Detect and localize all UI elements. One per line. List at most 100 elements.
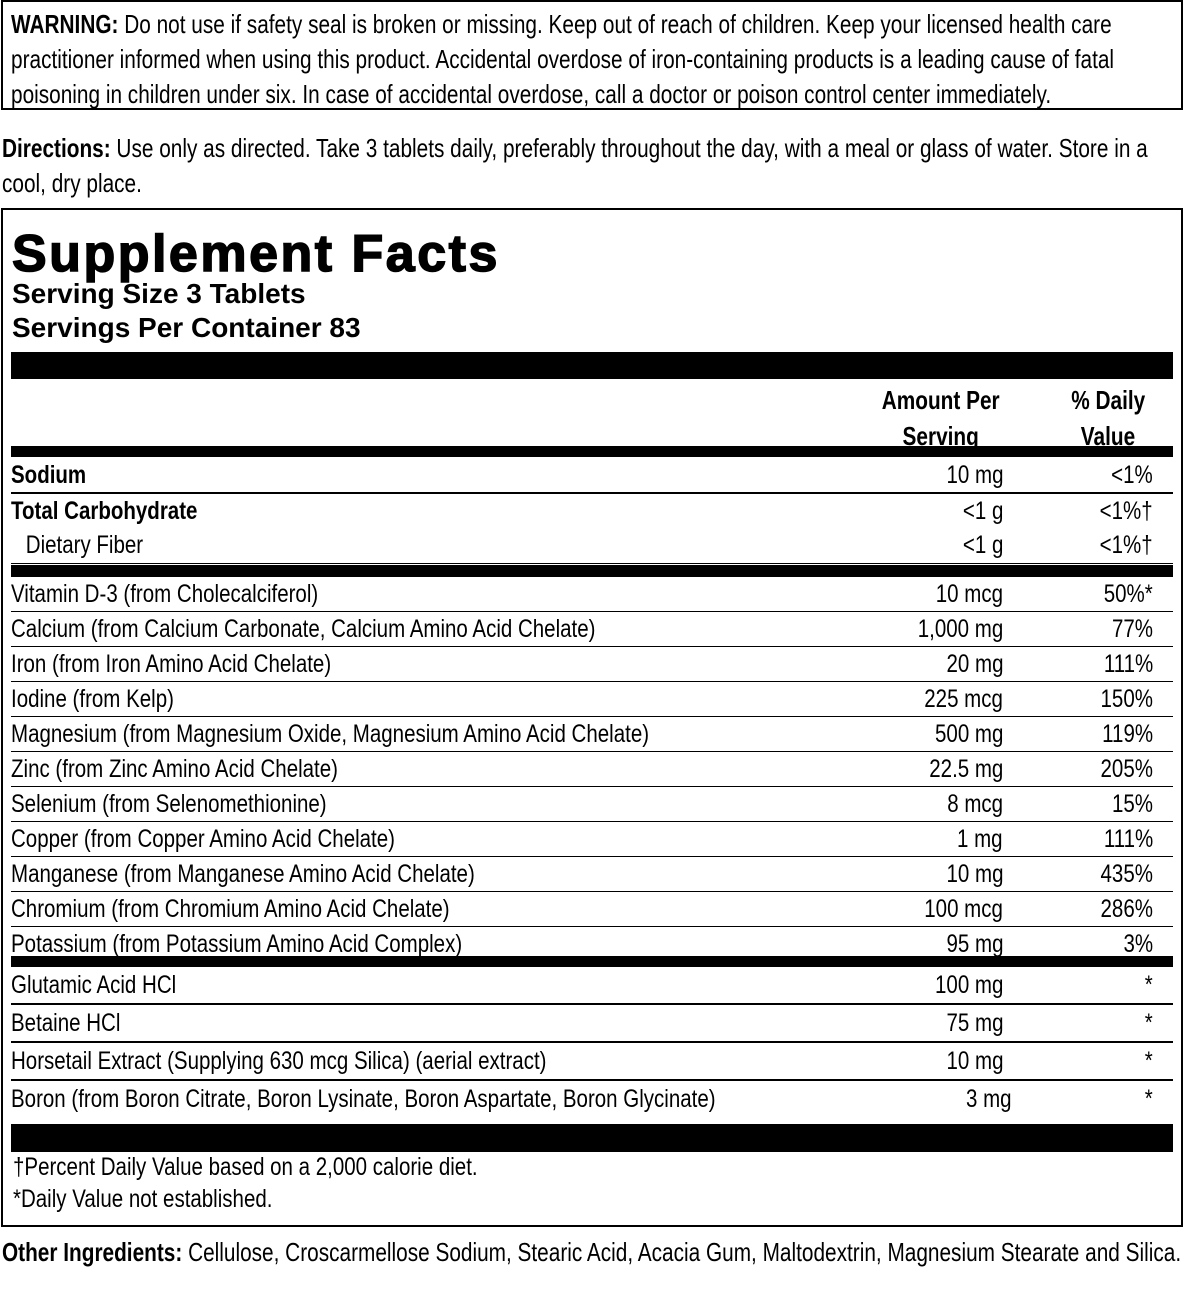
nutrient-amount: 100 mg — [934, 970, 1003, 999]
divider-line — [11, 1003, 1173, 1005]
nutrient-row: Sodium 10 mg <1% — [11, 459, 1173, 492]
nutrient-row: Vitamin D-3 (from Cholecalciferol) 10 mcg… — [11, 577, 1173, 611]
nutrient-name: Zinc (from Zinc Amino Acid Chelate) — [11, 754, 338, 783]
nutrient-row: Betaine HCl 75 mg * — [11, 1005, 1173, 1041]
header-daily-value: % Daily Value — [1071, 385, 1145, 451]
nutrient-row: Potassium (from Potassium Amino Acid Com… — [11, 927, 1173, 961]
nutrient-amount: 10 mg — [946, 461, 1003, 489]
nutrient-amount: 3 mg — [966, 1084, 1012, 1113]
nutrient-daily-value: 111% — [1103, 649, 1153, 678]
nutrient-amount: 20 mg — [946, 649, 1003, 678]
nutrient-name: Manganese (from Manganese Amino Acid Che… — [11, 859, 475, 888]
header-amount: Amount Per Serving — [882, 385, 1000, 451]
nutrient-row: Zinc (from Zinc Amino Acid Chelate) 22.5 … — [11, 752, 1173, 786]
footnote-percent: †Percent Daily Value based on a 2,000 ca… — [13, 1153, 478, 1181]
divider-line — [11, 716, 1173, 717]
divider-bar — [11, 446, 1173, 457]
nutrient-name: Total Carbohydrate — [11, 496, 198, 525]
divider-line — [11, 492, 1173, 494]
nutrient-daily-value: <1% — [1111, 461, 1153, 489]
divider-line — [11, 563, 1173, 564]
nutrient-row: Copper (from Copper Amino Acid Chelate) 1… — [11, 822, 1173, 856]
other-ingredients-text: Other Ingredients: Cellulose, Croscarmel… — [2, 1237, 1182, 1267]
nutrient-daily-value: * — [1145, 1046, 1153, 1075]
divider-bar — [11, 352, 1173, 379]
directions-text: Directions: Use only as directed. Take 3… — [2, 133, 1148, 198]
footnote-not-established: *Daily Value not established. — [13, 1185, 273, 1213]
nutrient-row: Magnesium (from Magnesium Oxide, Magnesi… — [11, 717, 1173, 751]
nutrient-name: Betaine HCl — [11, 1008, 121, 1037]
nutrient-amount: 1,000 mg — [917, 614, 1003, 643]
divider-line — [11, 1079, 1173, 1081]
divider-line — [11, 751, 1173, 752]
nutrient-amount: 10 mg — [946, 1046, 1003, 1075]
nutrient-daily-value: 50%* — [1103, 579, 1153, 608]
nutrient-name: Iron (from Iron Amino Acid Chelate) — [11, 649, 332, 678]
divider-bar — [11, 565, 1173, 577]
divider-line — [11, 1041, 1173, 1043]
nutrient-name: Chromium (from Chromium Amino Acid Chela… — [11, 894, 450, 923]
nutrient-name: Copper (from Copper Amino Acid Chelate) — [11, 824, 395, 853]
divider-line — [11, 856, 1173, 857]
nutrient-amount: 95 mg — [946, 929, 1003, 958]
nutrient-daily-value: 435% — [1100, 859, 1153, 888]
divider-line — [11, 926, 1173, 927]
nutrient-daily-value: * — [1145, 1084, 1153, 1113]
nutrient-row: Horsetail Extract (Supplying 630 mcg Sil… — [11, 1043, 1173, 1079]
nutrient-name: Dietary Fiber — [25, 530, 144, 559]
nutrient-row: Manganese (from Manganese Amino Acid Che… — [11, 857, 1173, 891]
nutrient-row: Iodine (from Kelp) 225 mcg 150% — [11, 682, 1173, 716]
nutrient-amount: 8 mcg — [947, 789, 1003, 818]
nutrient-name: Iodine (from Kelp) — [11, 684, 174, 713]
facts-title: Supplement Facts — [11, 224, 500, 284]
warning-text: WARNING: Do not use if safety seal is br… — [11, 9, 1115, 109]
supplement-facts-panel: Supplement Facts Serving Size 3 Tablets … — [1, 208, 1183, 1227]
divider-line — [11, 611, 1173, 612]
nutrient-amount: 22.5 mg — [928, 754, 1003, 783]
nutrient-daily-value: <1%† — [1099, 530, 1153, 559]
nutrient-name: Horsetail Extract (Supplying 630 mcg Sil… — [11, 1046, 547, 1075]
divider-line — [11, 681, 1173, 682]
nutrient-row: Total Carbohydrate <1 g <1%† — [11, 494, 1173, 528]
nutrient-name: Magnesium (from Magnesium Oxide, Magnesi… — [11, 719, 650, 748]
serving-size: Serving Size 3 Tablets — [12, 278, 306, 309]
nutrient-amount: <1 g — [962, 496, 1003, 525]
nutrient-row: Glutamic Acid HCl 100 mg * — [11, 967, 1173, 1003]
nutrient-amount: 10 mg — [946, 859, 1003, 888]
nutrient-row: Selenium (from Selenomethionine) 8 mcg 15% — [11, 787, 1173, 821]
nutrient-daily-value: * — [1145, 1008, 1153, 1037]
nutrient-row: Iron (from Iron Amino Acid Chelate) 20 mg… — [11, 647, 1173, 681]
nutrient-daily-value: * — [1145, 970, 1153, 999]
nutrient-daily-value: 15% — [1111, 789, 1153, 818]
nutrient-name: Sodium — [11, 461, 87, 489]
nutrient-daily-value: 119% — [1102, 719, 1153, 748]
divider-line — [11, 821, 1173, 822]
divider-line — [11, 786, 1173, 787]
divider-bar — [11, 1124, 1173, 1152]
nutrient-row: Calcium (from Calcium Carbonate, Calcium… — [11, 612, 1173, 646]
divider-bar — [11, 956, 1173, 967]
nutrient-daily-value: 205% — [1100, 754, 1153, 783]
nutrient-name: Calcium (from Calcium Carbonate, Calcium… — [11, 614, 596, 643]
nutrient-daily-value: 77% — [1111, 614, 1153, 643]
nutrient-row: Chromium (from Chromium Amino Acid Chela… — [11, 892, 1173, 926]
nutrient-daily-value: 150% — [1100, 684, 1153, 713]
nutrient-row: Dietary Fiber <1 g <1%† — [11, 528, 1173, 562]
nutrient-daily-value: <1%† — [1099, 496, 1153, 525]
nutrient-name: Glutamic Acid HCl — [11, 970, 177, 999]
nutrient-amount: 1 mg — [957, 824, 1003, 853]
nutrient-name: Vitamin D-3 (from Cholecalciferol) — [11, 579, 319, 608]
nutrient-amount: <1 g — [962, 530, 1003, 559]
divider-line — [11, 891, 1173, 892]
nutrient-daily-value: 3% — [1123, 929, 1153, 958]
nutrient-amount: 100 mcg — [924, 894, 1003, 923]
nutrient-daily-value: 286% — [1100, 894, 1153, 923]
nutrient-daily-value: 111% — [1103, 824, 1153, 853]
nutrient-name: Potassium (from Potassium Amino Acid Com… — [11, 929, 463, 958]
divider-line — [11, 646, 1173, 647]
servings-per-container: Servings Per Container 83 — [12, 312, 361, 343]
nutrient-name: Boron (from Boron Citrate, Boron Lysinat… — [11, 1084, 716, 1113]
warning-box: WARNING: Do not use if safety seal is br… — [1, 0, 1183, 110]
nutrient-amount: 75 mg — [946, 1008, 1003, 1037]
nutrient-amount: 10 mcg — [935, 579, 1003, 608]
